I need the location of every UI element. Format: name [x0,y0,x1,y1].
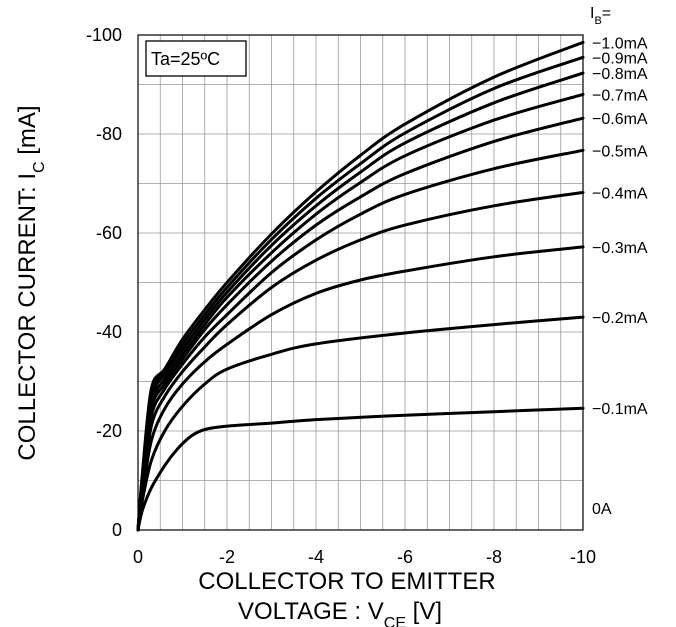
curve-labels: 0A −0.1mA −0.2mA −0.3mA −0.4mA −0.5mA −0.6mA −0… [592,35,648,518]
series-end-label: −0.5mA [592,143,648,160]
x-tick-label: -4 [308,547,324,567]
series-line [136,315,585,532]
x-tick-label: -6 [397,547,413,567]
series-end-label: −0.2mA [592,310,648,327]
series-end-label: −0.8mA [592,66,648,83]
x-tick-label: -2 [219,547,235,567]
annotation-text: Ta=25ºC [151,49,220,69]
series-line [136,406,585,532]
x-tick-label: 0 [133,547,143,567]
y-tick-label: -40 [96,322,122,342]
series-end-label: −0.6mA [592,111,648,128]
series-end-label: −0.3mA [592,240,648,257]
series-line [136,245,585,532]
y-tick-label: -60 [96,223,122,243]
series-end-label: −0.4mA [592,185,648,202]
series-end-label: −0.1mA [592,401,648,418]
y-tick-label: -20 [96,421,122,441]
y-axis-title: COLLECTOR CURRENT: IC [mA] [14,105,48,460]
series-end-label: −0.9mA [592,50,648,67]
x-axis-title-line1: COLLECTOR TO EMITTER [198,568,495,595]
y-tick-label: -80 [96,124,122,144]
grid [138,35,583,530]
series-line [136,40,585,532]
series-end-label: −0.7mA [592,87,648,104]
y-tick-label: -100 [86,25,122,45]
series-end-label: −1.0mA [592,35,648,52]
curve-label-header: IB= [590,5,611,27]
x-tick-label: -10 [570,547,596,567]
x-axis-title-line2: VOLTAGE : VCE [V] [238,598,442,627]
y-tick-label: 0 [112,520,122,540]
plot-frame [137,34,584,531]
series-line [136,190,585,532]
series-end-label: 0A [592,501,612,518]
curves [136,40,585,532]
annotation-box [145,40,247,77]
tick-labels: 0 -2 -4 -6 -8 -100-20-40-60-80-100 [86,25,596,567]
x-tick-label: -8 [486,547,502,567]
